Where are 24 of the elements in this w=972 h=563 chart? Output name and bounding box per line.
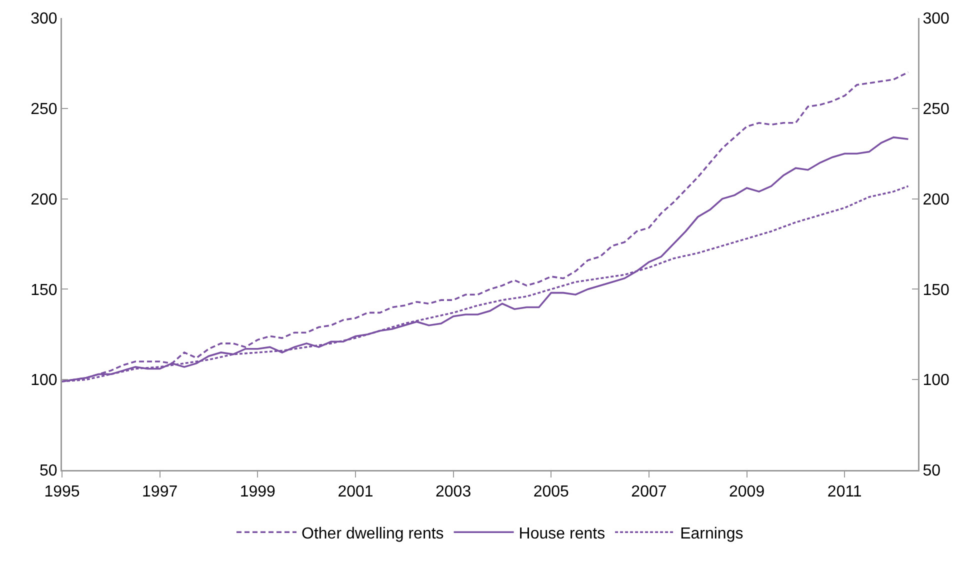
y-tick-label: 50 — [40, 462, 58, 480]
x-tick-label: 2007 — [631, 484, 667, 501]
x-tick-label: 1995 — [44, 484, 80, 501]
x-tick-label: 2011 — [827, 484, 862, 501]
y-tick-label: 100 — [30, 372, 58, 390]
y-tick-label: 250 — [30, 101, 58, 118]
x-tick-label: 2001 — [338, 484, 374, 501]
y2-tick-label: 300 — [922, 10, 950, 28]
y2-tick-label: 100 — [922, 372, 950, 390]
x-tick-label: 2003 — [436, 484, 472, 501]
y-tick-label: 150 — [30, 282, 58, 299]
y2-tick-label: 150 — [922, 282, 950, 299]
y2-tick-label: 200 — [922, 191, 950, 208]
legend-label: House rents — [518, 525, 606, 542]
y-tick-label: 200 — [30, 191, 58, 208]
x-tick-label: 1997 — [142, 484, 178, 501]
x-tick-label: 1999 — [240, 484, 276, 501]
x-tick-label: 2009 — [729, 484, 765, 501]
legend-label: Earnings — [680, 525, 744, 542]
x-tick-label: 2005 — [533, 484, 570, 501]
y2-tick-label: 250 — [922, 101, 950, 118]
legend-label: Other dwelling rents — [302, 525, 444, 542]
y-tick-label: 300 — [30, 10, 58, 28]
y2-tick-label: 50 — [922, 462, 941, 480]
